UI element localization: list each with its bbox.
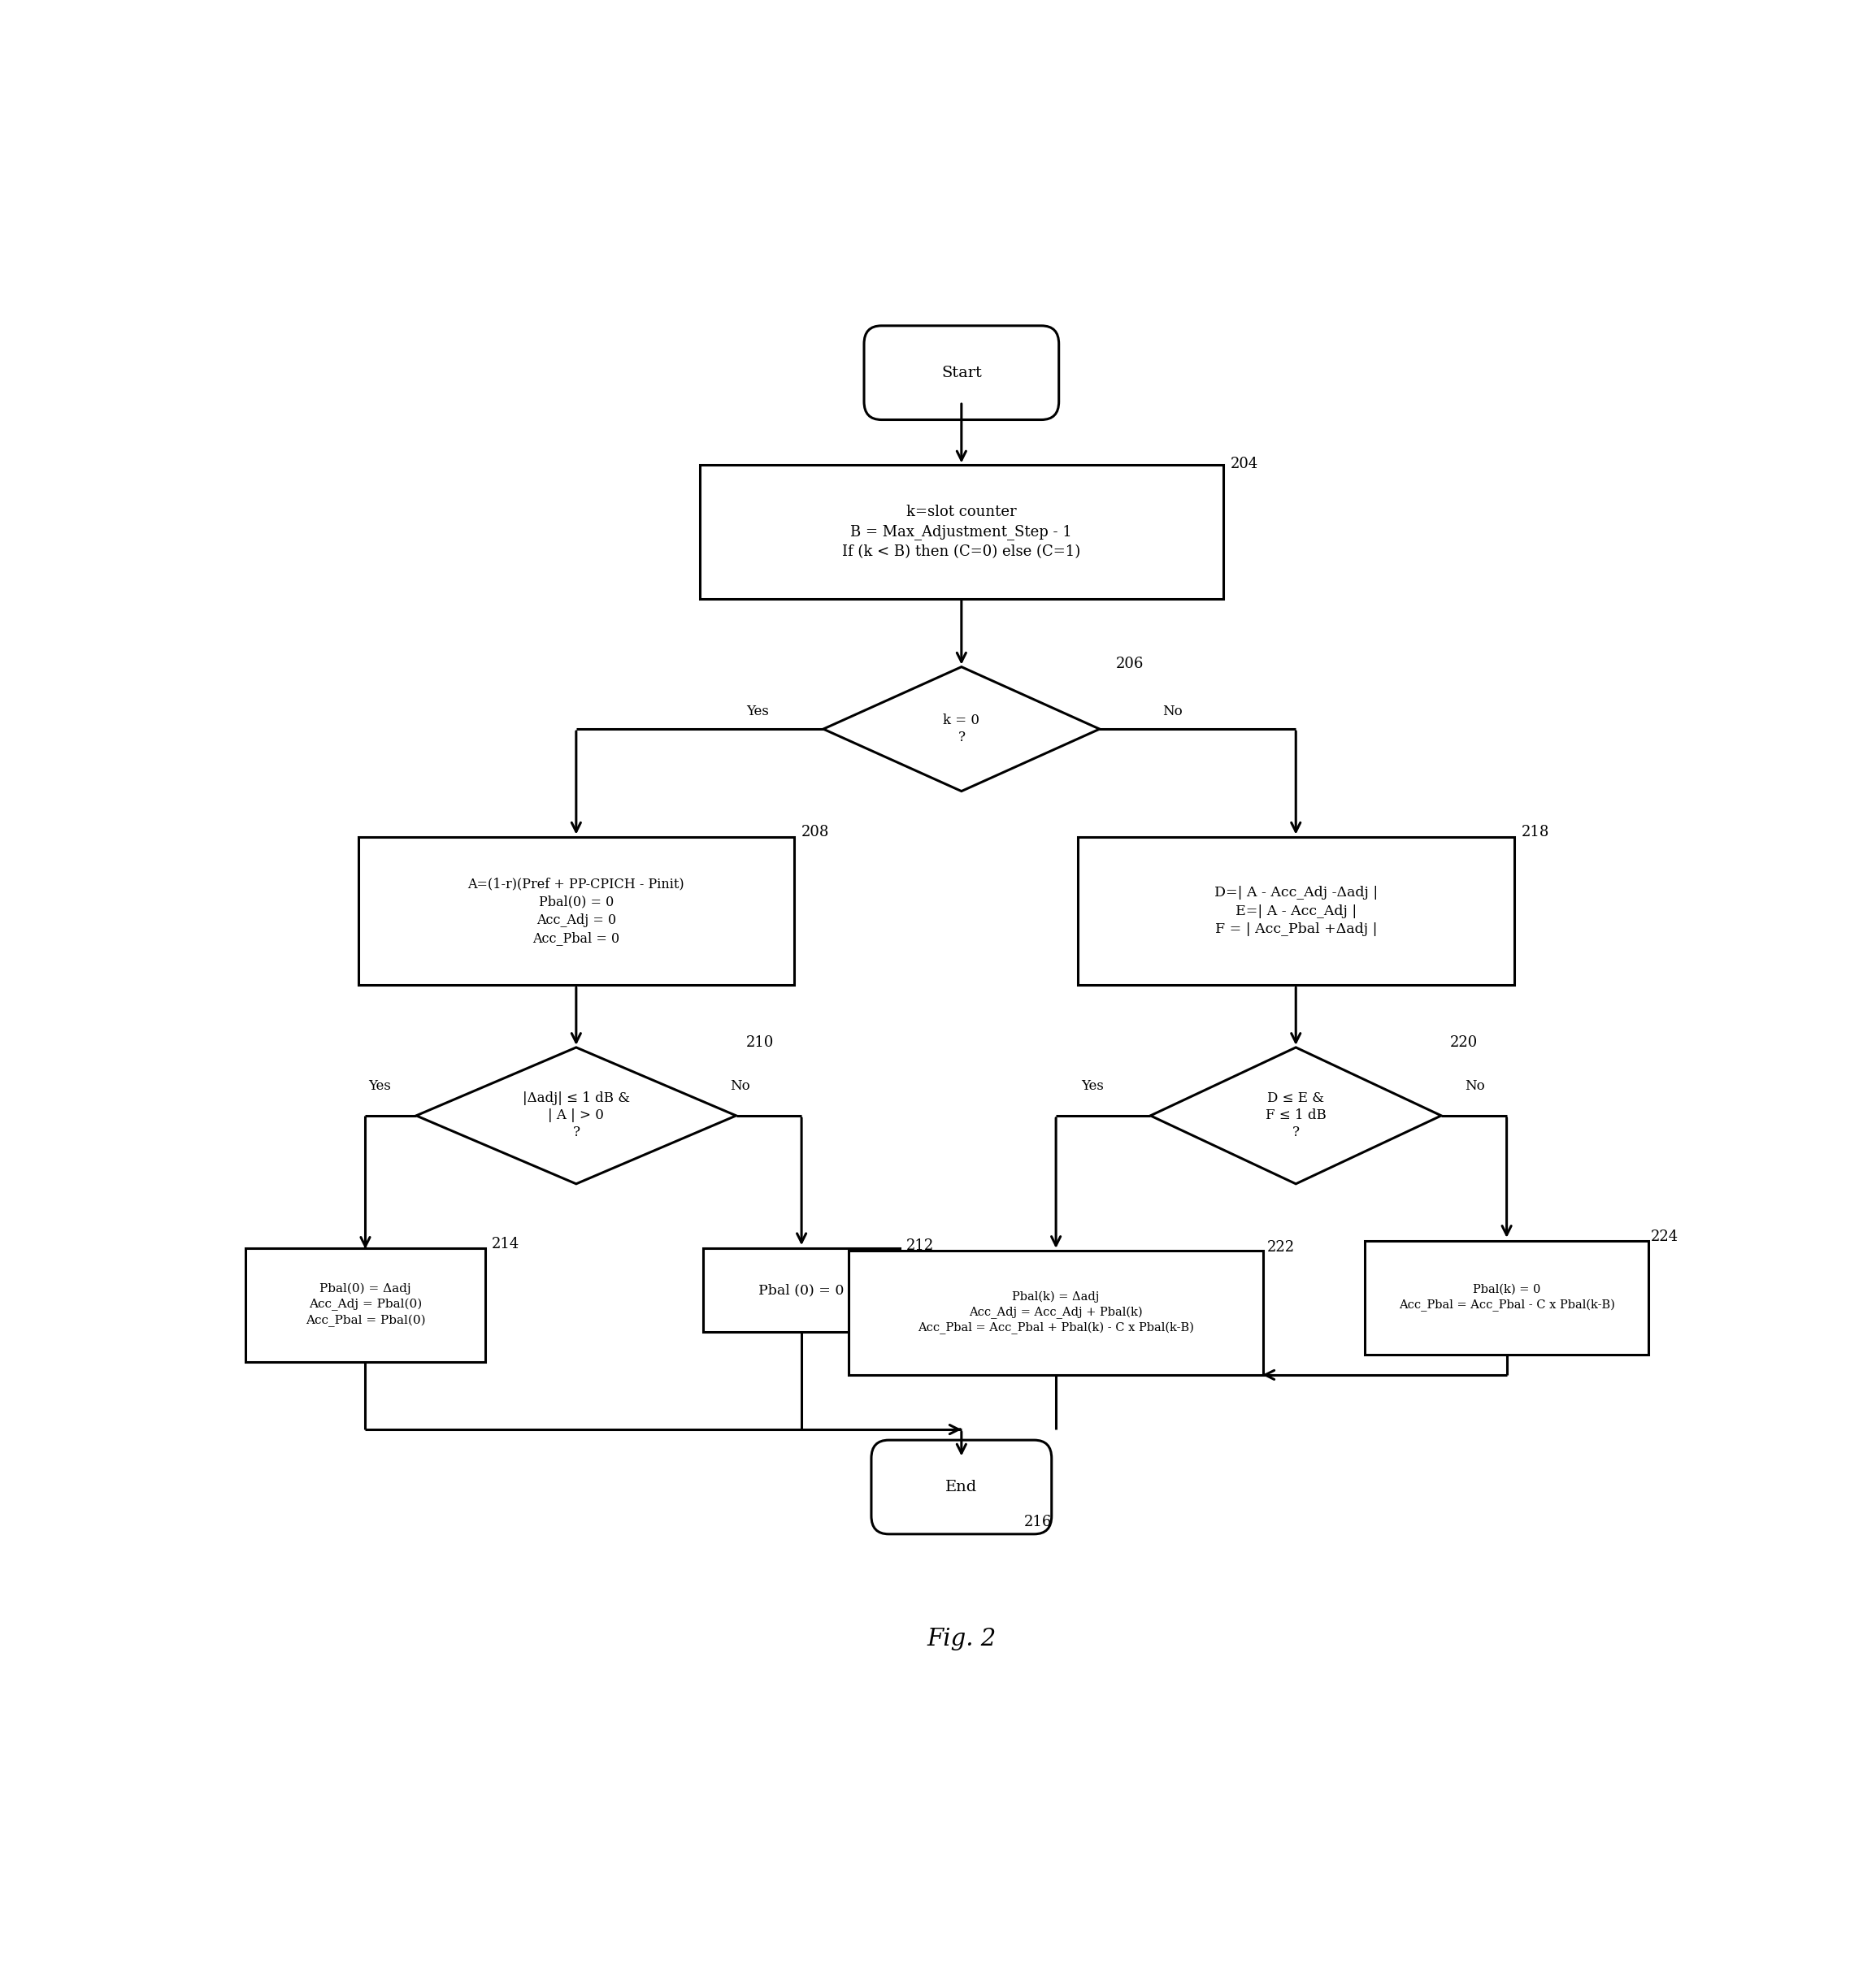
Text: No: No [1163, 705, 1182, 719]
Text: 222: 222 [1266, 1240, 1294, 1254]
FancyBboxPatch shape [865, 325, 1058, 419]
Text: Pbal(0) = Δadj
Acc_Adj = Pbal(0)
Acc_Pbal = Pbal(0): Pbal(0) = Δadj Acc_Adj = Pbal(0) Acc_Pba… [306, 1284, 426, 1327]
Text: k=slot counter
B = Max_Adjustment_Step - 1
If (k < B) then (C=0) else (C=1): k=slot counter B = Max_Adjustment_Step -… [842, 504, 1081, 559]
Bar [358, 837, 794, 984]
Text: 206: 206 [1116, 656, 1144, 671]
Text: Start: Start [942, 366, 981, 380]
Text: A=(1-r)(Pref + PP-CPICH - Pinit)
Pbal(0) = 0
Acc_Adj = 0
Acc_Pbal = 0: A=(1-r)(Pref + PP-CPICH - Pinit) Pbal(0)… [467, 876, 685, 945]
Text: Pbal(k) = 0
Acc_Pbal = Acc_Pbal - C x Pbal(k-B): Pbal(k) = 0 Acc_Pbal = Acc_Pbal - C x Pb… [1399, 1284, 1615, 1311]
Text: D=| A - Acc_Adj -Δadj |
E=| A - Acc_Adj |
F = | Acc_Pbal +Δadj |: D=| A - Acc_Adj -Δadj | E=| A - Acc_Adj … [1214, 886, 1377, 935]
Text: 212: 212 [906, 1239, 934, 1254]
Polygon shape [1150, 1048, 1441, 1183]
Polygon shape [824, 667, 1099, 792]
Bar [848, 1250, 1263, 1374]
Text: 208: 208 [801, 825, 829, 839]
Text: Fig. 2: Fig. 2 [927, 1626, 996, 1650]
Bar [700, 465, 1223, 599]
Text: 218: 218 [1521, 825, 1550, 839]
Text: End: End [946, 1481, 977, 1494]
Text: k = 0
?: k = 0 ? [944, 713, 979, 744]
Bar [246, 1248, 486, 1363]
Bar [704, 1248, 900, 1331]
Text: No: No [730, 1079, 750, 1093]
Text: Yes: Yes [747, 705, 769, 719]
Text: 224: 224 [1651, 1229, 1679, 1244]
Text: 204: 204 [1231, 457, 1259, 471]
Text: Yes: Yes [368, 1079, 392, 1093]
Text: |Δadj| ≤ 1 dB &
| A | > 0
?: |Δadj| ≤ 1 dB & | A | > 0 ? [523, 1091, 630, 1140]
Text: 214: 214 [492, 1237, 520, 1252]
Text: D ≤ E &
F ≤ 1 dB
?: D ≤ E & F ≤ 1 dB ? [1266, 1091, 1326, 1140]
Text: 210: 210 [747, 1036, 775, 1049]
Bar [1366, 1240, 1649, 1355]
Bar [1077, 837, 1514, 984]
Text: Yes: Yes [1081, 1079, 1103, 1093]
Text: No: No [1465, 1079, 1484, 1093]
FancyBboxPatch shape [870, 1439, 1052, 1534]
Text: 216: 216 [1024, 1514, 1052, 1530]
Polygon shape [416, 1048, 735, 1183]
Text: 220: 220 [1450, 1036, 1478, 1049]
Text: Pbal (0) = 0: Pbal (0) = 0 [758, 1284, 844, 1298]
Text: Pbal(k) = Δadj
Acc_Adj = Acc_Adj + Pbal(k)
Acc_Pbal = Acc_Pbal + Pbal(k) - C x P: Pbal(k) = Δadj Acc_Adj = Acc_Adj + Pbal(… [917, 1292, 1195, 1335]
